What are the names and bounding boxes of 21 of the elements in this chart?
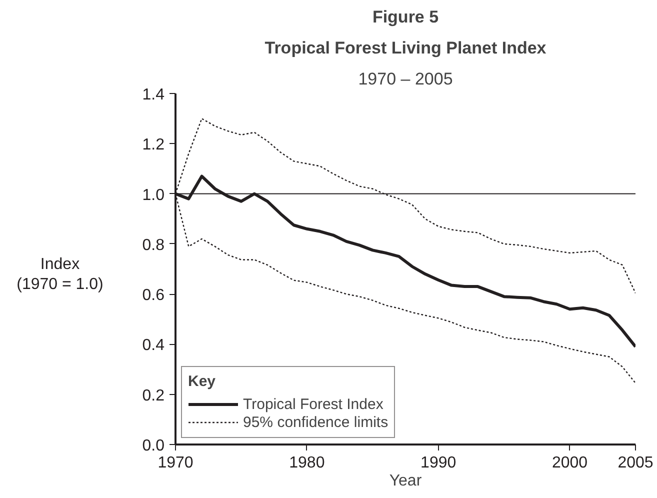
chart-subtitle: 1970 – 2005 bbox=[358, 70, 453, 88]
y-tick-label: 1.4 bbox=[142, 86, 165, 104]
legend-title: Key bbox=[188, 373, 217, 390]
y-tick-label: 1.2 bbox=[142, 136, 165, 154]
y-axis-title: Index (1970 = 1.0) bbox=[16, 255, 104, 295]
y-tick-label: 0.0 bbox=[142, 438, 165, 454]
x-tick-label: 2000 bbox=[552, 454, 588, 472]
chart-title: Tropical Forest Living Planet Index bbox=[264, 38, 547, 58]
y-tick-label: 0.8 bbox=[142, 236, 165, 254]
y-tick-label: 0.6 bbox=[142, 287, 165, 304]
legend-label: Tropical Forest Index bbox=[243, 395, 384, 413]
x-axis-title: Year bbox=[389, 472, 422, 490]
legend-label: 95% confidence limits bbox=[243, 413, 388, 431]
x-tick-label: 1980 bbox=[289, 454, 325, 472]
x-tick-label: 1990 bbox=[420, 454, 456, 472]
y-tick-label: 1.0 bbox=[142, 186, 165, 204]
caption: Figure 5 bbox=[372, 8, 439, 26]
x-tick-label: 1970 bbox=[158, 454, 194, 472]
x-tick-label: 2005 bbox=[618, 454, 654, 472]
y-tick-label: 0.4 bbox=[142, 337, 165, 354]
y-tick-label: 0.2 bbox=[142, 387, 165, 404]
